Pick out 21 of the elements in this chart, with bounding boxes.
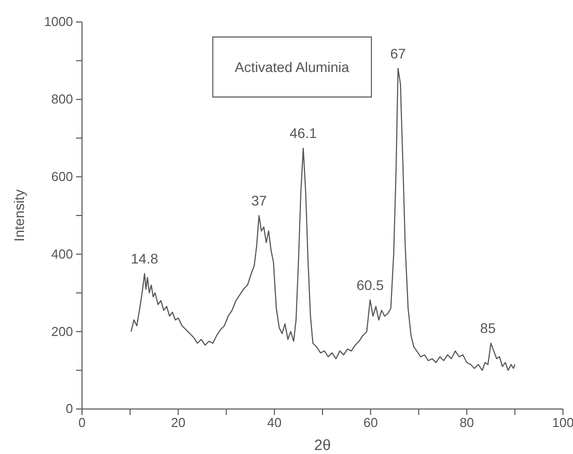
annotation: 46.1 <box>290 125 318 142</box>
text: Activated Aluminia <box>234 59 350 75</box>
x-tick-label: 60 <box>363 415 378 430</box>
y-tick-label: 400 <box>51 246 73 262</box>
x-tick-label: 40 <box>267 415 282 430</box>
x-axis-title: 2θ <box>314 437 331 454</box>
y-tick-label: 600 <box>51 168 73 184</box>
y-tick-label: 1000 <box>44 14 73 30</box>
x-tick-label: 80 <box>460 415 474 430</box>
y-tick-label: 800 <box>51 92 73 107</box>
annotation: 60.5 <box>356 276 384 293</box>
annotation: 85 <box>480 320 496 336</box>
y-axis-title: Intensity <box>11 189 27 242</box>
annotation: 37 <box>251 192 268 208</box>
y-tick-label: 200 <box>51 324 73 339</box>
y-tick-label: 0 <box>66 401 73 416</box>
x-tick-label: 20 <box>170 415 186 430</box>
annotation: 67 <box>390 45 406 62</box>
x-tick-label: 0 <box>78 415 86 430</box>
x-tick-label: 100 <box>552 415 573 430</box>
annotation: 14.8 <box>130 250 158 267</box>
